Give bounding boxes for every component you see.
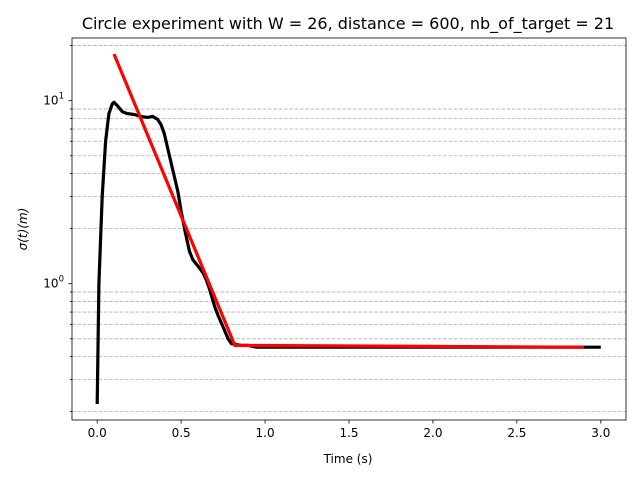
series-layer xyxy=(95,53,601,405)
grid-layer xyxy=(72,45,626,413)
x-axis-label: Time (s) xyxy=(323,452,373,466)
x-axis: 0.0 0.5 1.0 1.5 2.0 2.5 3.0 xyxy=(88,420,610,440)
x-tick-label: 3.0 xyxy=(591,426,610,440)
y-tick-label: 101 xyxy=(43,92,64,108)
x-tick-label: 2.5 xyxy=(507,426,526,440)
x-tick-label: 2.0 xyxy=(423,426,442,440)
y-axis-label: σ(t)(m) xyxy=(16,208,30,251)
y-tick-label: 100 xyxy=(43,275,64,291)
x-tick-label: 0.5 xyxy=(172,426,191,440)
chart-title: Circle experiment with W = 26, distance … xyxy=(82,14,614,34)
y-axis: 100 101 xyxy=(43,45,72,413)
series-line-red xyxy=(112,53,585,349)
x-tick-label: 1.5 xyxy=(339,426,358,440)
x-tick-label: 0.0 xyxy=(88,426,107,440)
x-tick-label: 1.0 xyxy=(256,426,275,440)
series-line-black xyxy=(95,100,601,405)
